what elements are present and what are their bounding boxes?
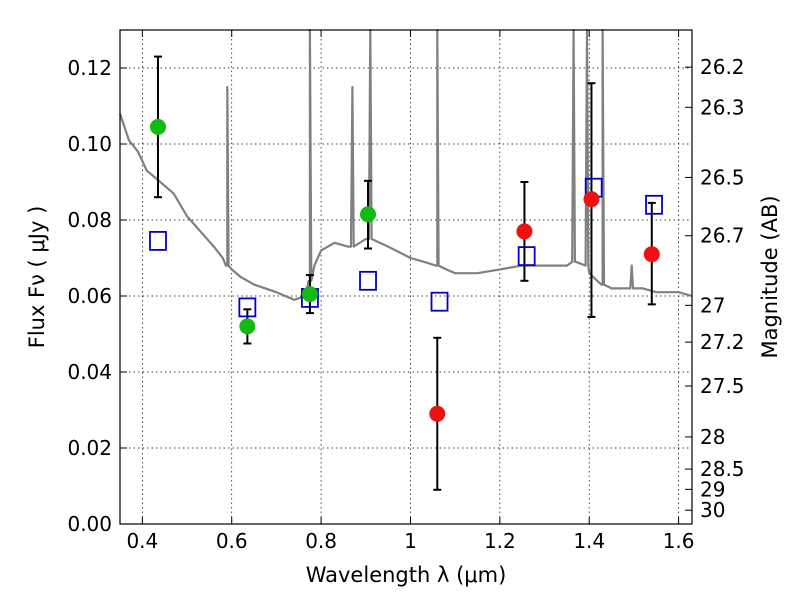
green-data-point: [239, 318, 256, 335]
y-tick-label: 0.12: [67, 56, 112, 80]
magnitude-axis-label: Magnitude (AB): [758, 195, 782, 358]
green-data-point: [360, 206, 377, 223]
model-flux-box: [645, 194, 663, 215]
model-flux-box: [149, 230, 167, 251]
magnitude-tick-label: 26.5: [700, 165, 745, 189]
spectrum-line: [118, 28, 693, 301]
x-tick-label: 1: [404, 529, 417, 553]
data-points: [149, 118, 660, 422]
y-tick-label: 0.04: [67, 360, 112, 384]
red-data-point: [516, 223, 533, 240]
green-data-point: [149, 118, 166, 135]
model-flux-box: [517, 246, 536, 267]
y-tick-label: 0.00: [67, 512, 112, 536]
magnitude-tick-label: 30: [700, 498, 725, 522]
y-axis-ticks: 0.00 0.02 0.04 0.06 0.08 0.10 0.12: [67, 56, 127, 536]
red-data-point: [643, 246, 660, 263]
y-tick-label: 0.06: [67, 284, 112, 308]
magnitude-tick-label: 27.2: [700, 330, 745, 354]
model-flux-box: [359, 270, 377, 291]
y-tick-label: 0.02: [67, 436, 112, 460]
error-bars: [153, 55, 656, 491]
red-data-point: [429, 405, 446, 422]
y-tick-label: 0.10: [67, 132, 112, 156]
model-flux-box: [238, 297, 257, 318]
x-tick-label: 1.2: [484, 529, 516, 553]
model-spectrum: [118, 28, 693, 301]
x-tick-label: 0.6: [216, 529, 248, 553]
grid-lines: [120, 30, 692, 525]
magnitude-tick-label: 26.3: [700, 95, 745, 119]
model-flux-box: [430, 291, 449, 312]
magnitude-tick-label: 28: [700, 425, 725, 449]
plot-frame: [119, 29, 693, 525]
x-axis-label: Wavelength λ (μm): [306, 563, 507, 587]
magnitude-tick-label: 26.2: [700, 55, 745, 79]
red-data-point: [583, 191, 600, 208]
y-tick-label: 0.08: [67, 208, 112, 232]
x-tick-label: 0.8: [305, 529, 337, 553]
y-axis-label: Flux Fν ( μJy ): [25, 206, 49, 349]
green-data-point: [301, 286, 318, 303]
magnitude-tick-label: 28.5: [700, 457, 745, 481]
magnitude-tick-label: 27.5: [700, 374, 745, 398]
magnitude-tick-label: 29: [700, 477, 725, 501]
magnitude-tick-label: 26.7: [700, 224, 745, 248]
x-tick-label: 1.4: [573, 529, 605, 553]
x-axis-ticks: 0.4 0.6 0.8 1 1.2 1.4 1.6: [126, 30, 695, 553]
magnitude-tick-label: 27: [700, 293, 725, 317]
x-tick-label: 1.6: [663, 529, 695, 553]
x-tick-label: 0.4: [126, 529, 158, 553]
